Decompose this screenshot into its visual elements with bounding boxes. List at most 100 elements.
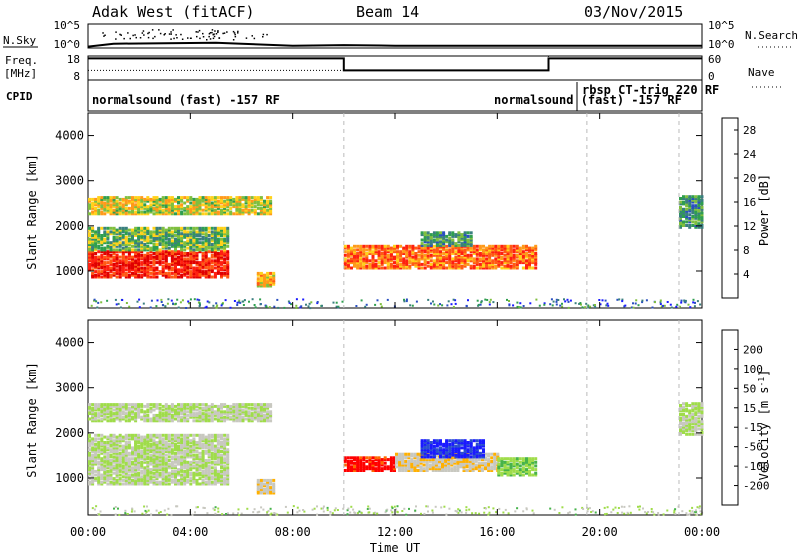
heatmap-cell xyxy=(137,444,141,448)
heatmap-cell xyxy=(371,465,375,469)
heatmap-cell xyxy=(207,250,211,254)
heatmap-cell xyxy=(149,268,153,272)
heatmap-cell xyxy=(201,451,205,455)
ground-scatter xyxy=(555,298,558,301)
heatmap-cell xyxy=(143,262,147,266)
heatmap-cell xyxy=(121,459,125,462)
heatmap-cell xyxy=(256,277,260,281)
heatmap-cell xyxy=(121,482,125,486)
heatmap-cell xyxy=(503,246,507,250)
heatmap-cell xyxy=(232,201,236,205)
heatmap-cell xyxy=(420,455,424,459)
heatmap-cell xyxy=(229,406,233,410)
heatmap-cell xyxy=(183,230,187,234)
heatmap-cell xyxy=(137,450,141,453)
heatmap-cell xyxy=(402,262,406,266)
heatmap-cell xyxy=(346,264,350,268)
heatmap-cell xyxy=(269,487,273,491)
heatmap-cell xyxy=(425,461,429,465)
heatmap-cell xyxy=(359,259,363,263)
heatmap-cell xyxy=(454,262,458,266)
heatmap-cell xyxy=(177,441,180,444)
heatmap-cell xyxy=(389,257,393,261)
heatmap-cell xyxy=(490,467,494,471)
heatmap-cell xyxy=(140,232,144,236)
heatmap-cell xyxy=(445,248,449,252)
heatmap-cell xyxy=(198,433,202,437)
heatmap-cell xyxy=(204,271,208,275)
heatmap-cell xyxy=(380,257,384,261)
heatmap-cell xyxy=(204,275,208,279)
heatmap-cell xyxy=(405,248,409,252)
heatmap-cell xyxy=(155,477,159,481)
heatmap-cell xyxy=(91,415,95,419)
heatmap-cell xyxy=(112,196,116,200)
heatmap-cell xyxy=(220,482,223,486)
heatmap-cell xyxy=(94,473,98,477)
heatmap-cell xyxy=(518,255,522,259)
heatmap-cell xyxy=(158,253,162,257)
heatmap-cell xyxy=(346,261,350,265)
heatmap-cell xyxy=(365,459,369,463)
heatmap-cell xyxy=(216,205,220,209)
heatmap-cell xyxy=(161,478,165,482)
heatmap-cell xyxy=(226,239,230,243)
heatmap-cell xyxy=(235,203,239,207)
heatmap-cell xyxy=(485,246,489,250)
heatmap-cell xyxy=(97,468,101,472)
heatmap-cell xyxy=(121,453,125,457)
heatmap-cell xyxy=(143,270,147,274)
heatmap-cell xyxy=(198,482,202,486)
heatmap-cell xyxy=(198,441,202,444)
heatmap-cell xyxy=(195,230,199,234)
heatmap-cell xyxy=(435,442,439,446)
heatmap-cell xyxy=(216,262,220,266)
heatmap-cell xyxy=(451,246,455,250)
heatmap-cell xyxy=(143,404,147,408)
heatmap-cell xyxy=(478,266,482,270)
heatmap-cell xyxy=(189,255,193,259)
heatmap-cell xyxy=(380,266,384,270)
heatmap-cell xyxy=(161,199,165,203)
ground-scatter xyxy=(229,306,232,309)
heatmap-cell xyxy=(161,437,165,441)
heatmap-cell xyxy=(389,250,393,254)
heatmap-cell xyxy=(137,415,141,419)
heatmap-cell xyxy=(109,253,113,257)
ground-scatter xyxy=(680,301,683,304)
heatmap-cell xyxy=(131,262,134,266)
heatmap-cell xyxy=(140,480,144,484)
heatmap-cell xyxy=(528,250,531,254)
heatmap-cell xyxy=(109,439,113,443)
heatmap-cell xyxy=(158,252,162,255)
heatmap-cell xyxy=(241,403,245,407)
heatmap-cell xyxy=(213,246,217,250)
heatmap-cell xyxy=(161,228,165,232)
heatmap-cell xyxy=(152,239,156,243)
heatmap-cell xyxy=(97,450,101,453)
heatmap-cell xyxy=(192,226,196,230)
heatmap-cell xyxy=(189,273,193,277)
heatmap-cell xyxy=(100,259,104,263)
heatmap-cell xyxy=(493,454,497,458)
heatmap-cell xyxy=(97,255,101,259)
heatmap-cell xyxy=(487,461,491,465)
heatmap-cell xyxy=(269,208,273,212)
heatmap-cell xyxy=(124,462,128,466)
heatmap-cell xyxy=(158,261,162,265)
heatmap-cell xyxy=(448,255,452,259)
heatmap-cell xyxy=(134,439,138,443)
heatmap-cell xyxy=(374,246,378,250)
heatmap-cell xyxy=(220,252,223,255)
heatmap-cell xyxy=(374,266,378,270)
heatmap-cell xyxy=(124,471,128,475)
heatmap-cell xyxy=(411,262,415,266)
heatmap-cell xyxy=(506,253,510,257)
heatmap-cell xyxy=(127,412,131,416)
heatmap-cell xyxy=(158,415,162,419)
heatmap-cell xyxy=(167,451,171,455)
heatmap-cell xyxy=(682,195,685,199)
heatmap-cell xyxy=(210,410,214,414)
heatmap-cell xyxy=(528,264,531,268)
heatmap-cell xyxy=(223,234,227,237)
